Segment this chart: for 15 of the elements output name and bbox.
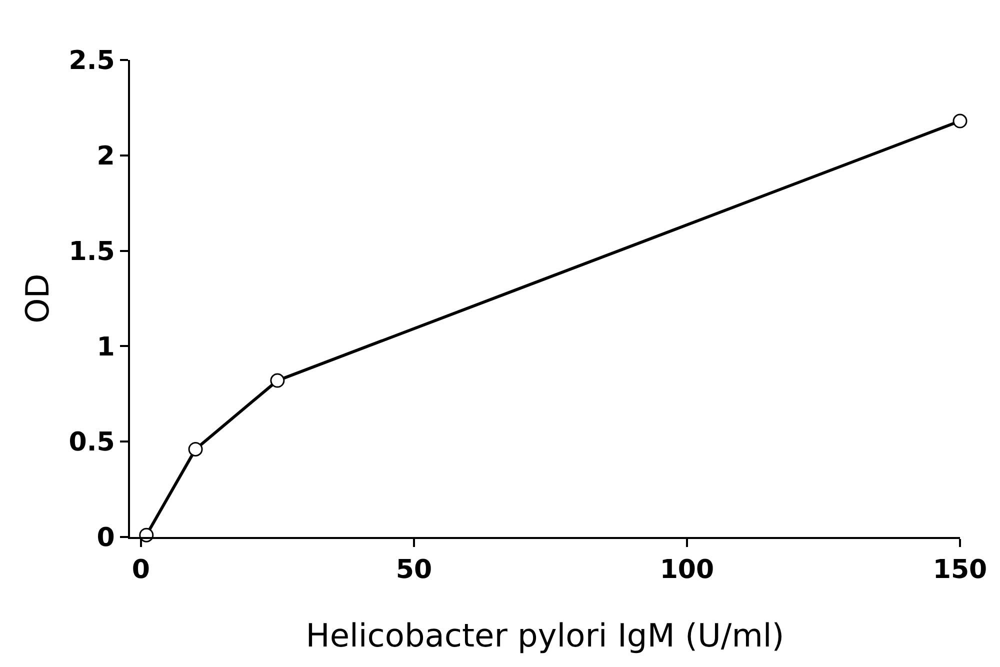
y-axis-title: OD: [18, 274, 57, 324]
x-tick-label: 150: [932, 555, 988, 586]
y-tick-label: 0: [96, 523, 115, 554]
y-tick-label: 2: [96, 142, 115, 172]
point: [188, 442, 203, 456]
x-axis-title: Helicobacter pylori IgM (U/ml): [306, 616, 784, 655]
x-tick-label: 100: [660, 555, 714, 586]
y-tick-label: 1: [96, 332, 115, 362]
point: [270, 373, 285, 388]
point: [952, 114, 968, 128]
y-tick-label: 0.5: [68, 428, 115, 458]
y-tick-label: 1.5: [68, 236, 115, 267]
x-tick-label: 50: [396, 555, 432, 586]
y-tick-label: 2.5: [68, 46, 115, 76]
x-tick-label: 0: [132, 555, 150, 586]
